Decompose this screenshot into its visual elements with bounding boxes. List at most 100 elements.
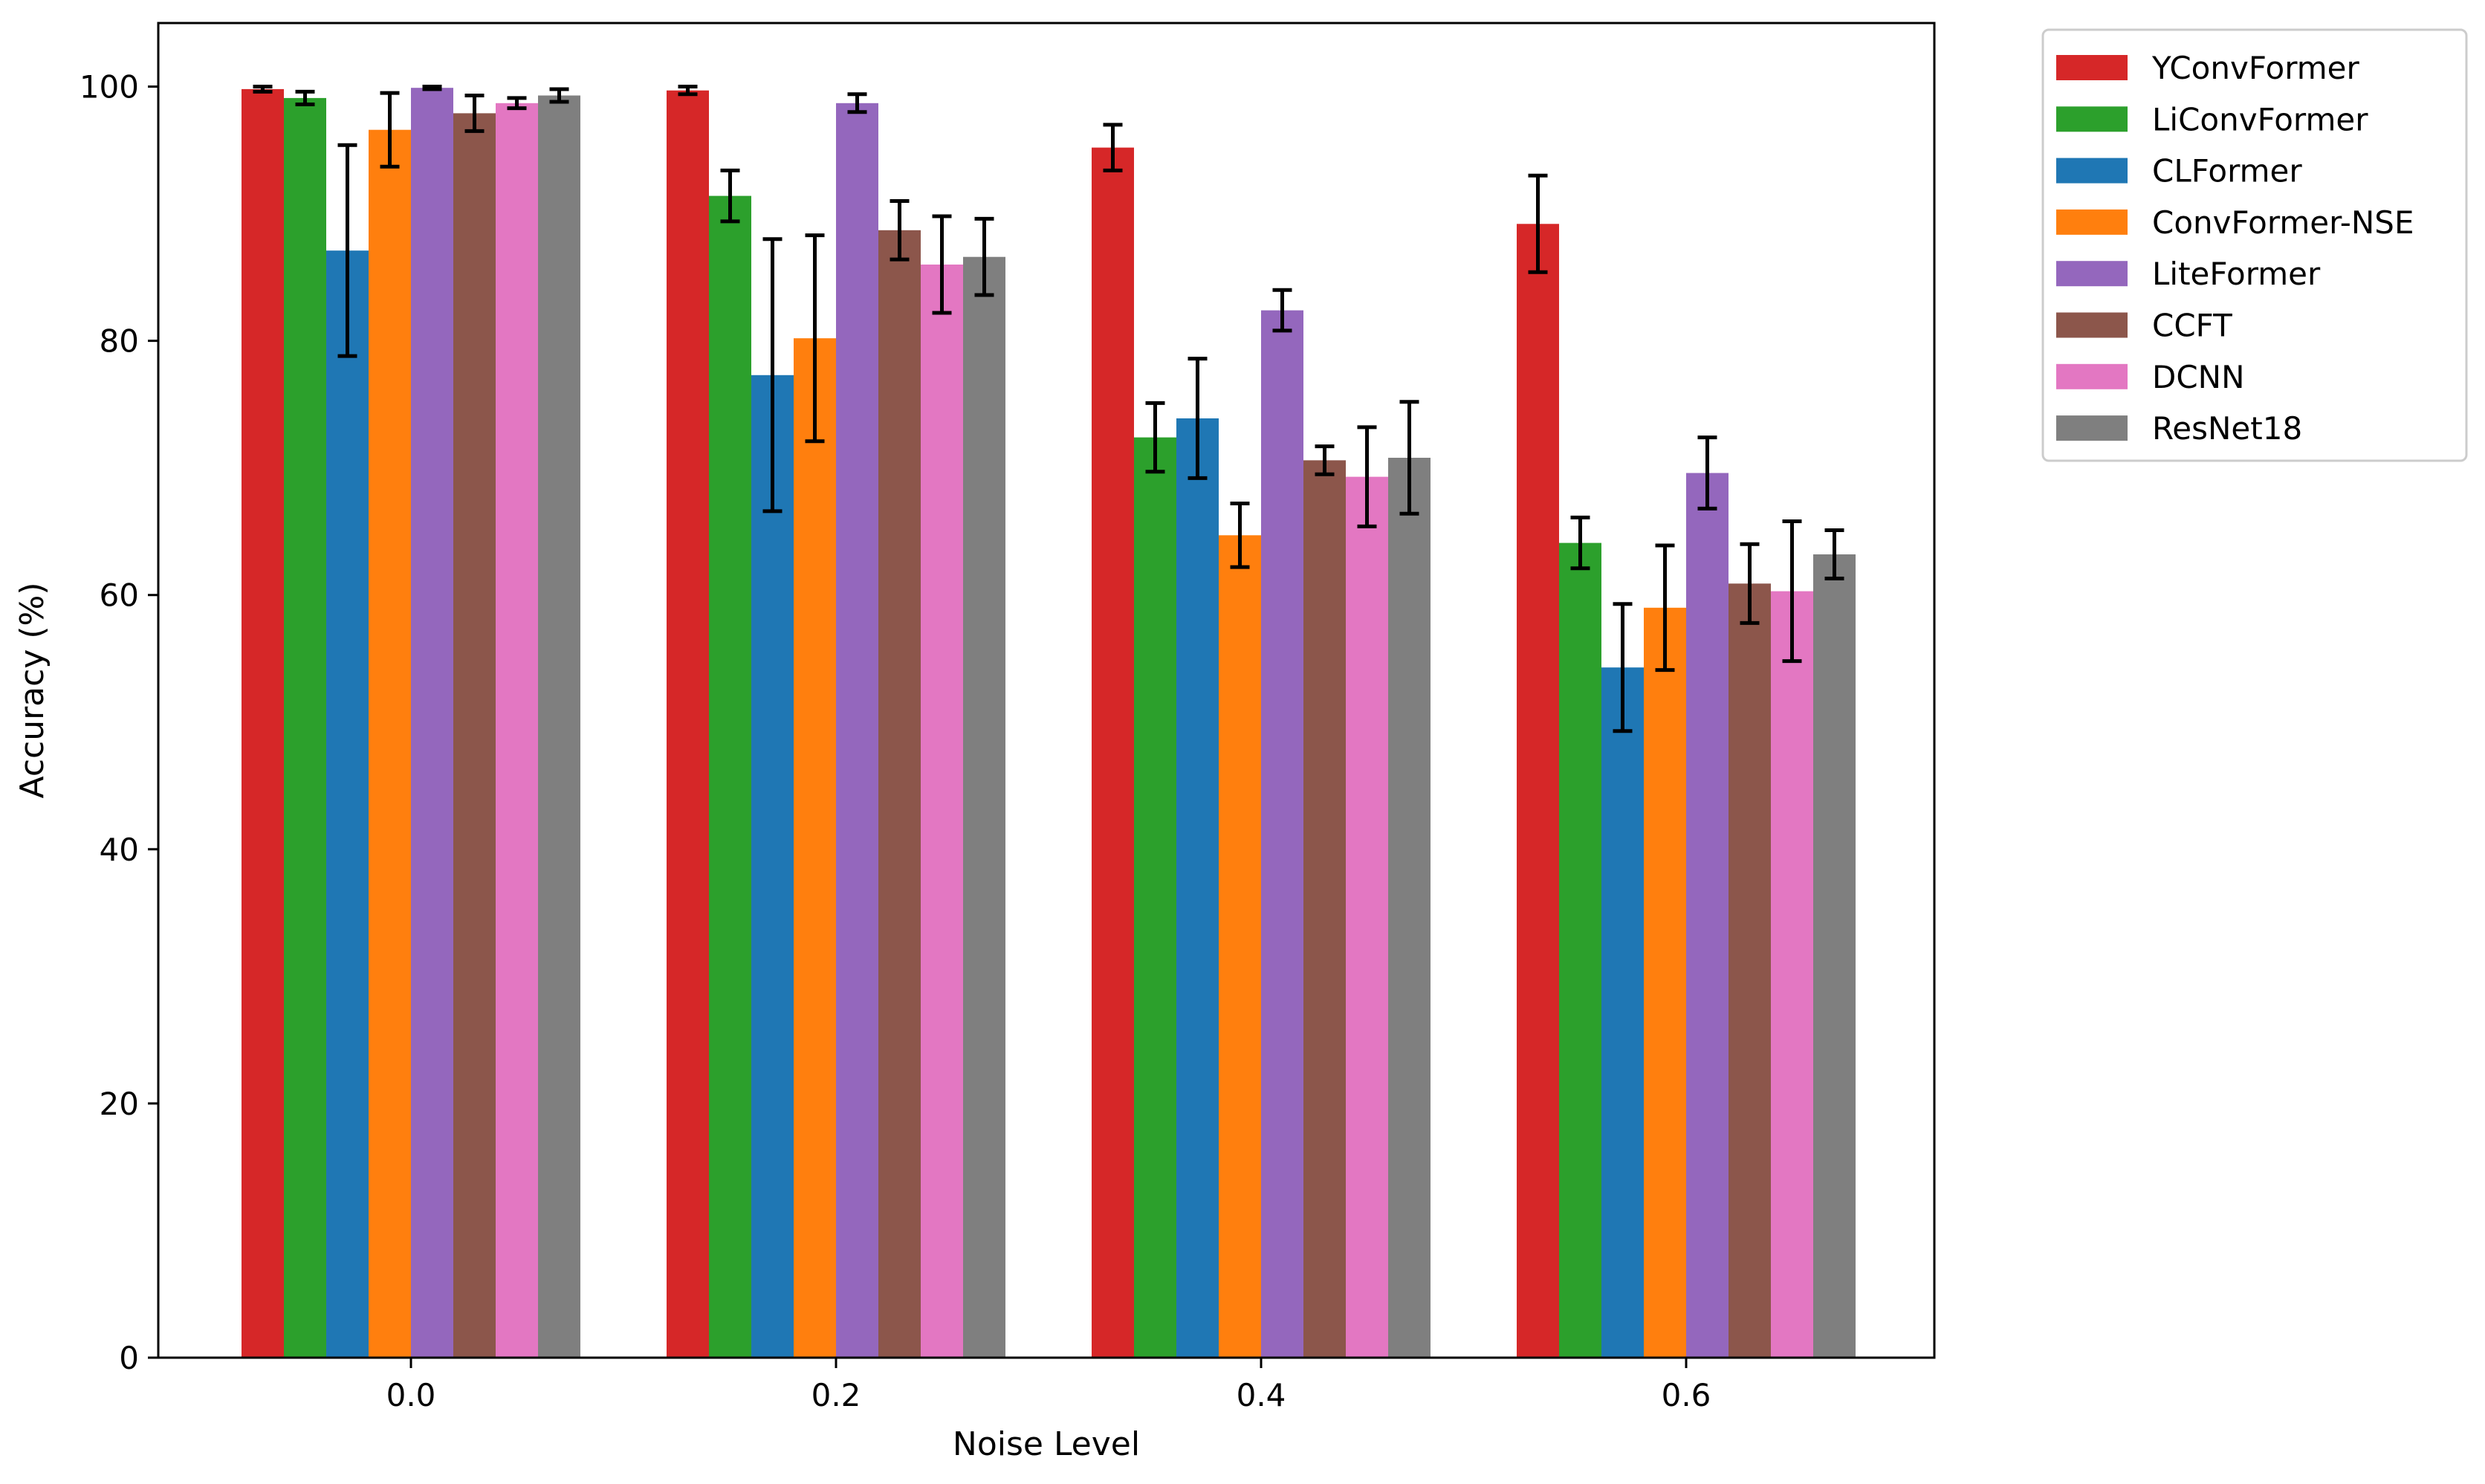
error-bars-layer	[253, 85, 1844, 733]
error-bar-convformer-nse-0.4	[1230, 502, 1250, 569]
legend-item-dcnn: DCNN	[2056, 359, 2245, 395]
error-bar-resnet18-0.2	[974, 216, 994, 297]
plot-frame	[157, 22, 1936, 1359]
y-tick-label: 100	[80, 69, 139, 106]
legend-box	[2041, 28, 2468, 462]
error-bar-ccft-0.2	[890, 198, 910, 262]
error-bar-resnet18-0.6	[1824, 528, 1844, 580]
bar-resnet18-0.2	[963, 256, 1005, 1358]
bar-clformer-0.4	[1176, 418, 1219, 1358]
y-axis: 0 20 40 60 80 100	[80, 69, 158, 1376]
legend-label: CCFT	[2152, 308, 2232, 344]
legend-swatch	[2056, 261, 2128, 287]
x-tick-label: 0.2	[811, 1377, 861, 1413]
legend-swatch	[2056, 106, 2128, 132]
x-tick-label: 0.0	[386, 1377, 436, 1413]
y-axis-label: Accuracy (%)	[13, 582, 51, 798]
error-bar-convformer-nse-0.0	[380, 91, 400, 169]
error-bar-clformer-0.4	[1188, 357, 1208, 480]
bar-liteformer-0.0	[411, 88, 453, 1358]
bar-resnet18-0.0	[538, 95, 580, 1358]
bar-clformer-0.2	[751, 375, 794, 1358]
error-bar-clformer-0.2	[762, 237, 783, 513]
bar-liteformer-0.6	[1686, 473, 1729, 1358]
bar-convformer-nse-0.2	[794, 338, 836, 1358]
x-tick-label: 0.4	[1237, 1377, 1286, 1413]
bar-liconvformer-0.6	[1559, 542, 1601, 1358]
x-tick-label: 0.6	[1662, 1377, 1711, 1413]
legend-label: LiteFormer	[2152, 256, 2321, 292]
legend-swatch	[2056, 55, 2128, 80]
bar-dcnn-0.0	[496, 103, 538, 1358]
bar-resnet18-0.4	[1388, 458, 1431, 1358]
error-bar-resnet18-0.4	[1399, 400, 1419, 516]
y-tick-label: 20	[100, 1086, 139, 1122]
bar-ccft-0.0	[453, 113, 496, 1358]
legend-item-convformer-nse: ConvFormer-NSE	[2056, 204, 2414, 241]
legend-swatch	[2056, 209, 2128, 235]
error-bar-ccft-0.4	[1315, 444, 1335, 476]
error-bar-convformer-nse-0.6	[1655, 543, 1675, 673]
legend-label: LiConvFormer	[2152, 101, 2368, 137]
error-bar-yconvformer-0.6	[1528, 173, 1548, 274]
error-bar-liconvformer-0.2	[720, 168, 740, 224]
y-tick-label: 80	[100, 323, 139, 360]
error-bar-liteformer-0.4	[1272, 288, 1292, 333]
bar-liteformer-0.4	[1261, 310, 1303, 1358]
bar-yconvformer-0.4	[1092, 147, 1134, 1358]
error-bar-dcnn-0.4	[1357, 425, 1377, 528]
error-bar-yconvformer-0.2	[678, 85, 698, 97]
legend-swatch	[2056, 363, 2128, 389]
legend-item-yconvformer: YConvFormer	[2056, 50, 2359, 86]
bar-liconvformer-0.4	[1134, 437, 1176, 1358]
y-tick-label: 60	[100, 577, 139, 614]
error-bar-dcnn-0.6	[1782, 519, 1802, 664]
bar-dcnn-0.6	[1771, 591, 1813, 1358]
error-bar-ccft-0.0	[464, 93, 485, 133]
error-bar-liconvformer-0.4	[1145, 401, 1165, 474]
bar-liconvformer-0.0	[284, 97, 326, 1358]
legend-swatch	[2056, 415, 2128, 441]
bars-layer	[242, 88, 1856, 1358]
error-bar-liteformer-0.6	[1697, 435, 1717, 511]
legend-item-liteformer: LiteFormer	[2056, 256, 2321, 292]
error-bar-yconvformer-0.4	[1103, 123, 1123, 172]
legend-swatch	[2056, 158, 2128, 184]
bar-yconvformer-0.2	[667, 90, 709, 1358]
bar-clformer-0.6	[1601, 667, 1644, 1358]
bar-yconvformer-0.0	[242, 88, 284, 1358]
legend-label: CLFormer	[2152, 153, 2302, 189]
legend-item-clformer: CLFormer	[2056, 153, 2302, 189]
legend: YConvFormer LiConvFormer CLFormer ConvForme…	[2041, 28, 2468, 462]
error-bar-resnet18-0.0	[549, 87, 569, 104]
bar-clformer-0.0	[326, 250, 369, 1358]
error-bar-liconvformer-0.0	[295, 89, 315, 106]
bar-convformer-nse-0.0	[369, 129, 411, 1358]
x-axis: 0.0 0.2 0.4 0.6	[386, 1358, 1711, 1413]
y-tick-label: 0	[119, 1340, 139, 1376]
legend-item-ccft: CCFT	[2056, 308, 2232, 344]
y-tick-label: 40	[100, 832, 139, 868]
error-bar-clformer-0.6	[1613, 602, 1633, 733]
legend-label: YConvFormer	[2151, 50, 2359, 86]
bar-resnet18-0.6	[1813, 554, 1856, 1358]
bar-convformer-nse-0.4	[1219, 535, 1261, 1358]
legend-label: ConvFormer-NSE	[2152, 204, 2414, 241]
legend-swatch	[2056, 312, 2128, 338]
error-bar-convformer-nse-0.2	[805, 233, 825, 444]
bar-convformer-nse-0.6	[1644, 607, 1686, 1358]
error-bar-yconvformer-0.0	[253, 85, 273, 94]
error-bar-ccft-0.6	[1740, 542, 1760, 625]
legend-label: ResNet18	[2152, 410, 2302, 447]
bar-ccft-0.2	[878, 230, 921, 1358]
error-bar-dcnn-0.2	[932, 214, 952, 315]
error-bar-liteformer-0.0	[422, 85, 442, 91]
bar-ccft-0.4	[1303, 460, 1346, 1358]
bar-dcnn-0.2	[921, 265, 963, 1358]
bar-ccft-0.6	[1729, 583, 1771, 1358]
error-bar-dcnn-0.0	[507, 96, 527, 111]
bar-dcnn-0.4	[1346, 476, 1388, 1358]
error-bar-clformer-0.0	[337, 143, 357, 358]
bar-liconvformer-0.2	[709, 195, 751, 1358]
